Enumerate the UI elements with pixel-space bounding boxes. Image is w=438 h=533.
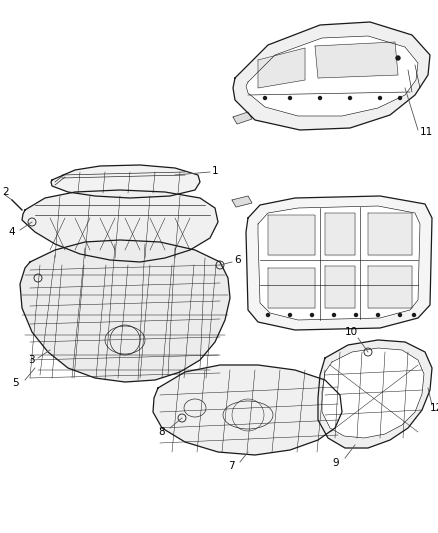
- Polygon shape: [232, 196, 252, 207]
- Text: 12: 12: [430, 403, 438, 413]
- Circle shape: [378, 96, 381, 100]
- Text: 4: 4: [8, 227, 14, 237]
- Polygon shape: [20, 240, 230, 382]
- Polygon shape: [268, 268, 315, 308]
- Circle shape: [318, 96, 321, 100]
- Polygon shape: [246, 36, 418, 116]
- Polygon shape: [233, 22, 430, 130]
- Polygon shape: [51, 165, 200, 198]
- Text: 6: 6: [234, 255, 240, 265]
- Polygon shape: [258, 206, 420, 320]
- Circle shape: [289, 313, 292, 317]
- Circle shape: [311, 313, 314, 317]
- Polygon shape: [268, 215, 315, 255]
- Circle shape: [413, 313, 416, 317]
- Circle shape: [354, 313, 357, 317]
- Circle shape: [399, 313, 402, 317]
- Text: 7: 7: [228, 461, 235, 471]
- Circle shape: [264, 96, 266, 100]
- Circle shape: [332, 313, 336, 317]
- Text: 3: 3: [28, 355, 35, 365]
- Polygon shape: [315, 42, 398, 78]
- Text: 8: 8: [158, 427, 165, 437]
- Circle shape: [349, 96, 352, 100]
- Circle shape: [399, 96, 402, 100]
- Polygon shape: [368, 266, 412, 308]
- Polygon shape: [153, 365, 342, 455]
- Polygon shape: [246, 196, 432, 330]
- Polygon shape: [233, 112, 252, 124]
- Text: 9: 9: [332, 458, 339, 468]
- Polygon shape: [322, 348, 424, 438]
- Polygon shape: [258, 48, 305, 88]
- Circle shape: [396, 56, 400, 60]
- Circle shape: [266, 313, 269, 317]
- Polygon shape: [318, 340, 432, 448]
- Circle shape: [377, 313, 379, 317]
- Text: 1: 1: [212, 166, 219, 176]
- Text: 2: 2: [2, 187, 9, 197]
- Circle shape: [289, 96, 292, 100]
- Text: 5: 5: [12, 378, 19, 388]
- Polygon shape: [368, 213, 412, 255]
- Polygon shape: [22, 190, 218, 262]
- Polygon shape: [325, 213, 355, 255]
- Text: 11: 11: [420, 127, 433, 137]
- Polygon shape: [325, 266, 355, 308]
- Text: 10: 10: [345, 327, 358, 337]
